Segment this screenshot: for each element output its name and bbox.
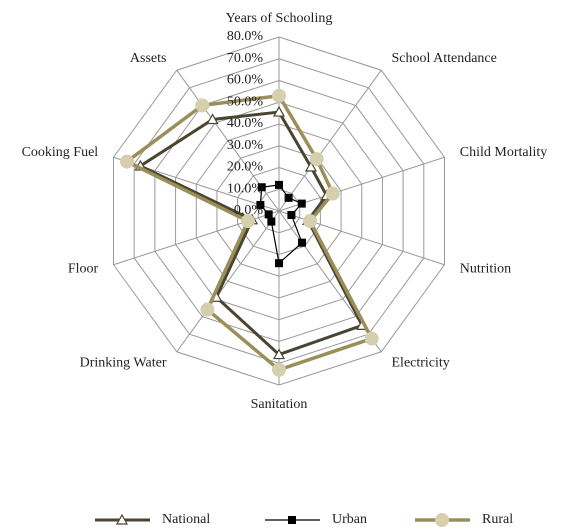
category-label: Nutrition [460,261,511,276]
marker [200,302,215,317]
category-label: Electricity [392,355,450,370]
series-line [259,184,303,265]
legend-marker [435,513,449,527]
marker [275,180,283,189]
legend-label: Rural [482,512,513,527]
category-label: Cooking Fuel [22,145,99,160]
category-label: Drinking Water [80,355,167,370]
marker [267,217,276,226]
axis-spoke [278,69,382,212]
marker [272,348,286,360]
y-tick-label: 70.0% [227,51,264,66]
marker [275,259,283,268]
marker [272,88,286,103]
marker [298,238,307,247]
category-label: Sanitation [251,397,308,412]
marker [206,113,219,125]
category-label: School Attendance [392,51,497,66]
legend-label: National [162,512,210,527]
marker [272,105,286,117]
marker [364,331,379,346]
category-label: Child Mortality [460,145,547,160]
marker [287,211,296,220]
y-tick-label: 0.0% [234,203,264,218]
y-tick-label: 80.0% [227,29,264,44]
y-tick-label: 30.0% [227,138,264,153]
y-tick-label: 10.0% [227,181,264,196]
y-tick-label: 50.0% [227,94,264,109]
category-label: Years of Schooling [226,11,333,26]
axis-spoke [278,156,445,212]
marker [303,214,318,229]
y-tick-label: 20.0% [227,160,264,175]
marker [256,200,265,209]
marker [309,152,324,167]
marker [272,362,286,377]
legend-marker [115,513,129,525]
marker [119,154,134,169]
marker [257,183,266,192]
marker [264,210,273,219]
marker [240,214,255,229]
marker [325,186,340,201]
marker [195,98,210,113]
marker [304,160,317,172]
marker [284,193,293,202]
axis-spoke [176,210,280,353]
marker [297,199,306,208]
legend-label: Urban [332,512,367,527]
category-label: Assets [130,51,167,66]
y-tick-label: 40.0% [227,116,264,131]
legend-marker [288,516,296,524]
category-label: Floor [68,261,99,276]
y-tick-label: 60.0% [227,73,264,88]
